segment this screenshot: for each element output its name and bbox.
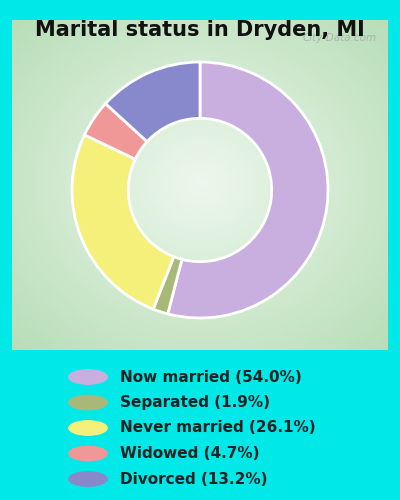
Text: Divorced (13.2%): Divorced (13.2%) [120,472,268,486]
Text: City-Data.com: City-Data.com [302,33,377,43]
Wedge shape [72,135,174,309]
Circle shape [69,421,107,435]
Text: Separated (1.9%): Separated (1.9%) [120,395,270,410]
Wedge shape [84,104,147,159]
Text: Now married (54.0%): Now married (54.0%) [120,370,302,384]
Circle shape [69,396,107,409]
Wedge shape [106,62,200,142]
Wedge shape [153,256,182,314]
Text: Widowed (4.7%): Widowed (4.7%) [120,446,260,461]
Circle shape [69,370,107,384]
Circle shape [69,446,107,460]
Text: Never married (26.1%): Never married (26.1%) [120,420,316,436]
Wedge shape [168,62,328,318]
Text: Marital status in Dryden, MI: Marital status in Dryden, MI [35,20,365,40]
Circle shape [69,472,107,486]
